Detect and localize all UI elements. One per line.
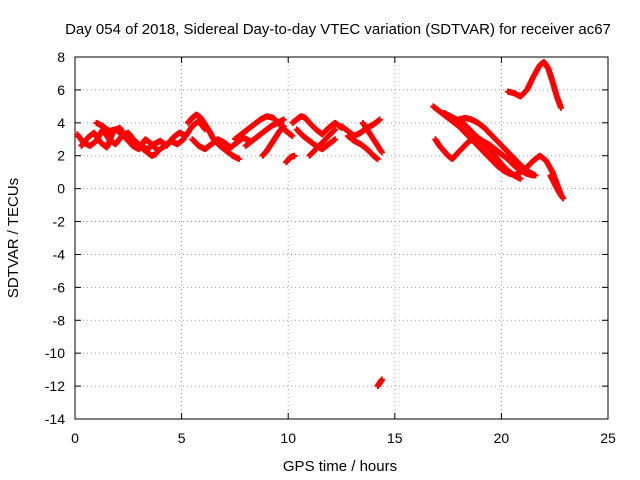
y-axis-label: SDTVAR / TECUs	[5, 178, 22, 298]
y-tick-label: -14	[45, 411, 65, 427]
data-point	[517, 175, 524, 182]
y-tick-label: 6	[57, 82, 65, 98]
series-arc-9	[289, 113, 345, 138]
axis-ticks: 0 5 10 15 20 25 -14 -12 -10 -8 -6 -4 -2 0 2 4 6 8	[45, 49, 616, 446]
y-tick-label: -4	[53, 246, 66, 262]
x-tick-label: 0	[71, 430, 79, 446]
data-point	[374, 156, 381, 163]
series-arc-5	[189, 134, 253, 153]
x-tick-label: 25	[600, 430, 616, 446]
data-point	[180, 136, 187, 143]
data-point	[379, 149, 386, 156]
series-arc-23	[504, 58, 565, 112]
x-tick-label: 10	[280, 430, 296, 446]
data-point	[236, 156, 243, 163]
y-tick-label: -6	[53, 279, 66, 295]
y-tick-label: -10	[45, 345, 65, 361]
data-point	[289, 132, 296, 139]
data-point	[280, 116, 287, 123]
series-arc-7	[242, 116, 287, 149]
y-tick-label: 0	[57, 181, 65, 197]
y-tick-label: -8	[53, 312, 66, 328]
y-tick-label: 4	[57, 115, 65, 131]
series-arc-21	[511, 152, 565, 199]
data-point	[291, 152, 298, 159]
data-points	[74, 58, 567, 390]
y-tick-label: -12	[45, 378, 65, 394]
series-arc-12	[306, 126, 339, 159]
series-arc-3	[93, 119, 160, 159]
series-arc-2	[78, 124, 187, 154]
series-arc-6	[231, 113, 296, 143]
x-tick-label: 20	[494, 430, 510, 446]
y-tick-label: 8	[57, 49, 65, 65]
series-arc-11	[283, 152, 298, 166]
y-tick-label: 2	[57, 148, 65, 164]
data-point	[280, 123, 287, 130]
data-point	[376, 116, 383, 123]
data-point	[332, 126, 339, 133]
series-arc-15	[359, 119, 386, 156]
grid	[75, 57, 608, 419]
data-point	[332, 136, 339, 143]
data-point	[532, 172, 539, 179]
series-arc-22	[547, 172, 567, 202]
x-axis-label: GPS time / hours	[283, 458, 397, 475]
chart-title: Day 054 of 2018, Sidereal Day-to-day VTE…	[65, 21, 611, 38]
data-point	[560, 195, 567, 202]
data-point	[379, 376, 386, 383]
x-tick-label: 5	[178, 430, 186, 446]
data-point	[153, 151, 160, 158]
x-tick-label: 15	[387, 430, 403, 446]
series-arc-16	[374, 376, 386, 390]
plot-frame	[74, 56, 609, 420]
y-tick-label: -2	[53, 214, 66, 230]
series-arc-14	[344, 132, 381, 163]
data-point	[558, 105, 565, 112]
series-arc-8	[259, 123, 287, 159]
